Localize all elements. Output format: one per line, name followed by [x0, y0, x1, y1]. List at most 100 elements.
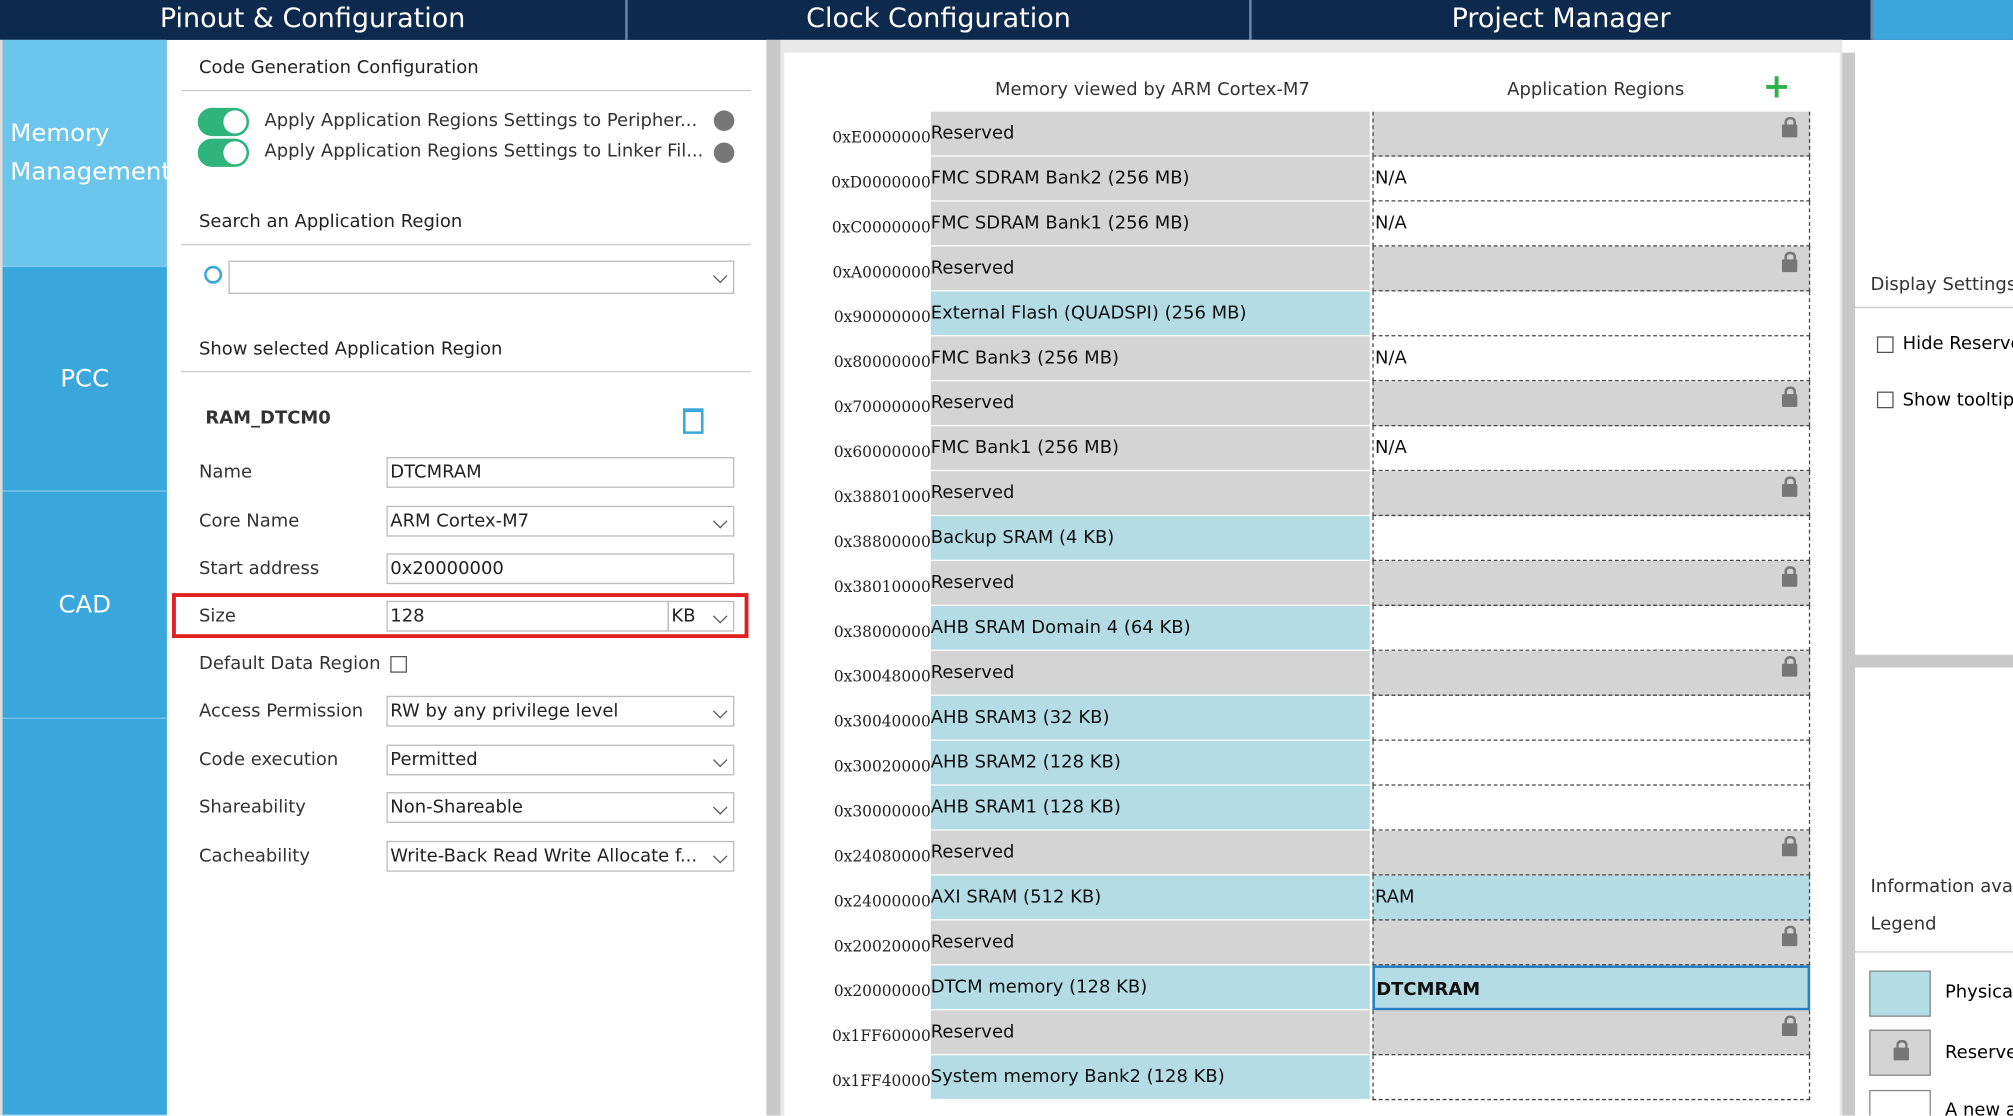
add-button[interactable]: +: [1762, 68, 1791, 107]
tab[interactable]: Project Manager: [1251, 0, 1874, 40]
region-cell[interactable]: RAM: [1372, 875, 1811, 921]
memory-cell: AHB SRAM Domain 4 (64 KB): [930, 605, 1370, 650]
address: 0x90000000: [833, 308, 931, 327]
tab[interactable]: Clock Configuration: [627, 0, 1252, 40]
field-label: Cacheability: [198, 846, 310, 867]
region-cell[interactable]: [1372, 111, 1811, 157]
region-cell[interactable]: [1372, 695, 1811, 741]
region-cell[interactable]: [1372, 471, 1811, 517]
section-title[interactable]: Show selected Application Region: [181, 339, 752, 373]
address: 0x80000000: [833, 353, 931, 372]
address: 0x38800000: [833, 532, 931, 551]
region-cell[interactable]: [1372, 920, 1811, 966]
legend-swatch: [1869, 1089, 1931, 1116]
region-cell[interactable]: N/A: [1372, 156, 1811, 202]
option-label: Show tooltip: [1902, 390, 2013, 411]
memory-cell: Reserved: [930, 111, 1370, 156]
toggle[interactable]: [197, 138, 250, 167]
address: 0xD0000000: [831, 173, 931, 192]
checkbox[interactable]: [1876, 391, 1894, 409]
address: 0x20000000: [833, 982, 931, 1001]
legend-label: Reserve: [1944, 1042, 2013, 1063]
splitter[interactable]: [766, 39, 781, 1116]
field-input[interactable]: ARM Cortex-M7: [386, 505, 735, 537]
sidebar-fill: [2, 718, 167, 1116]
section-title[interactable]: Code Generation Configuration: [181, 58, 752, 92]
region-cell[interactable]: [1372, 740, 1811, 786]
field-input[interactable]: DTCMRAM: [386, 457, 735, 488]
memory-cell: FMC SDRAM Bank1 (256 MB): [930, 201, 1370, 246]
field-input[interactable]: RW by any privilege level: [386, 695, 735, 727]
info-icon[interactable]: [713, 110, 735, 131]
field-label: Shareability: [198, 797, 306, 818]
region-cell[interactable]: N/A: [1372, 201, 1811, 247]
region-cell[interactable]: [1372, 1010, 1811, 1056]
field-input[interactable]: 128: [386, 600, 669, 632]
region-cell[interactable]: [1372, 650, 1811, 696]
address: 0x30000000: [833, 802, 931, 821]
memory-cell: System memory Bank2 (128 KB): [930, 1055, 1370, 1099]
field-input[interactable]: Write-Back Read Write Allocate f...: [386, 840, 735, 872]
legend-title: Legend: [1870, 914, 1937, 935]
divider: [1855, 951, 2013, 953]
address: 0x20020000: [833, 937, 931, 956]
region-cell[interactable]: N/A: [1372, 336, 1811, 382]
memory-cell: AXI SRAM (512 KB): [930, 875, 1370, 920]
region-cell[interactable]: [1372, 516, 1811, 562]
region-cell[interactable]: [1372, 1055, 1811, 1101]
settings-title: Display Settings: [1870, 274, 2013, 296]
address: 0xA0000000: [832, 263, 931, 282]
memory-cell: Reserved: [930, 381, 1370, 425]
region-cell[interactable]: [1372, 291, 1811, 337]
sidebar-item[interactable]: PCC: [2, 267, 167, 492]
highlight: [172, 593, 749, 639]
memory-cell: FMC Bank1 (256 MB): [930, 426, 1370, 470]
legend-swatch: [1869, 970, 1931, 1017]
delete-icon[interactable]: [682, 408, 704, 434]
region-cell[interactable]: DTCMRAM: [1372, 965, 1811, 1011]
legend-swatch: [1869, 1029, 1931, 1076]
sidebar-item[interactable]: Memory Management: [2, 39, 171, 268]
region-cell[interactable]: N/A: [1372, 426, 1811, 472]
field-label: Name: [198, 462, 253, 483]
splitter[interactable]: [1842, 52, 1856, 1116]
field-input[interactable]: Non-Shareable: [386, 792, 735, 823]
legend-label: Physica: [1944, 982, 2013, 1003]
tab-extra: [1873, 0, 2013, 40]
field-input[interactable]: 0x20000000: [386, 553, 735, 585]
region-cell[interactable]: [1372, 785, 1811, 831]
unit-select[interactable]: KB: [667, 600, 735, 632]
splitter[interactable]: [1855, 654, 2013, 668]
region-cell[interactable]: [1372, 830, 1811, 876]
search-icon: [204, 265, 223, 284]
sidebar-item[interactable]: CAD: [2, 491, 167, 719]
info-icon[interactable]: [713, 142, 735, 164]
memory-cell: Reserved: [930, 471, 1370, 515]
toggle-label: Apply Application Regions Settings to Pe…: [264, 110, 698, 131]
checkbox[interactable]: [1876, 336, 1894, 354]
section-title[interactable]: Search an Application Region: [181, 212, 752, 246]
memory-cell: AHB SRAM3 (32 KB): [930, 695, 1370, 740]
address: 0x60000000: [833, 442, 931, 461]
address: 0x30020000: [833, 757, 931, 776]
field-input[interactable]: Permitted: [386, 744, 735, 776]
address: 0x30040000: [833, 712, 931, 731]
memory-cell: Reserved: [930, 246, 1370, 291]
tab[interactable]: Pinout & Configuration: [0, 0, 628, 40]
memory-cell: Reserved: [930, 650, 1370, 695]
address: 0x1FF60000: [832, 1027, 931, 1046]
region-cell[interactable]: [1372, 605, 1811, 651]
column-header: Application Regions: [1507, 79, 1685, 101]
field-label: Size: [198, 605, 236, 627]
field-label: Core Name: [198, 510, 300, 532]
memory-cell: Reserved: [930, 920, 1370, 965]
region-cell[interactable]: [1372, 561, 1811, 606]
region-cell[interactable]: [1372, 246, 1811, 292]
region-cell[interactable]: [1372, 381, 1811, 427]
edge: [0, 39, 3, 1116]
search-box[interactable]: [228, 260, 735, 294]
checkbox[interactable]: [390, 656, 407, 673]
toggle[interactable]: [197, 107, 250, 137]
memory-cell: AHB SRAM2 (128 KB): [930, 740, 1370, 785]
